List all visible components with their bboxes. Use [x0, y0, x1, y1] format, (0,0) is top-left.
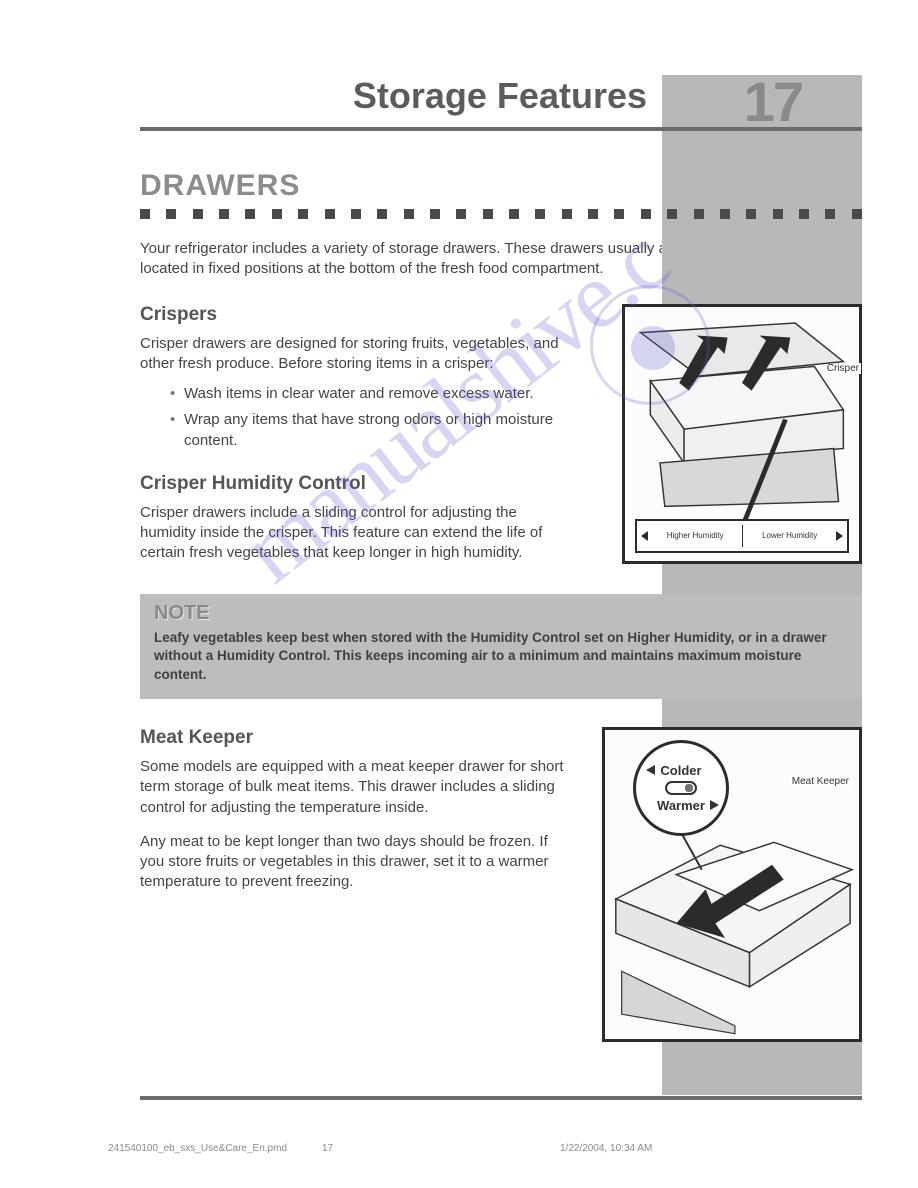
meat-block: Meat Keeper Some models are equipped wit…	[140, 727, 862, 1047]
dot-icon	[219, 209, 229, 219]
divider-icon	[742, 525, 743, 547]
dot-icon	[509, 209, 519, 219]
list-item: Wash items in clear water and remove exc…	[170, 384, 570, 404]
footer-pagenum: 17	[322, 1143, 333, 1154]
note-title: NOTE	[154, 602, 848, 625]
dot-icon	[746, 209, 756, 219]
dot-icon	[588, 209, 598, 219]
dot-icon	[404, 209, 414, 219]
footer-rule	[140, 1096, 862, 1100]
dot-icon	[140, 209, 150, 219]
meat-body-2: Any meat to be kept longer than two days…	[140, 832, 570, 893]
crispers-body: Crisper drawers are designed for storing…	[140, 334, 570, 375]
crispers-bullets: Wash items in clear water and remove exc…	[170, 384, 570, 451]
dot-icon	[483, 209, 493, 219]
meat-figure: Colder Warmer Meat Keeper	[602, 727, 862, 1042]
dot-icon	[325, 209, 335, 219]
dot-icon	[298, 209, 308, 219]
intro-paragraph: Your refrigerator includes a variety of …	[140, 239, 718, 280]
arrow-right-icon	[836, 531, 843, 541]
dot-icon	[193, 209, 203, 219]
dot-icon	[852, 209, 862, 219]
list-item: Wrap any items that have strong odors or…	[170, 410, 570, 451]
dot-icon	[272, 209, 282, 219]
humidity-right-label: Lower Humidity	[762, 531, 817, 540]
dot-icon	[614, 209, 624, 219]
dot-icon	[535, 209, 545, 219]
footer-filename: 241540100_eb_sxs_Use&Care_En.pmd	[108, 1143, 287, 1154]
dot-icon	[166, 209, 176, 219]
humidity-body: Crisper drawers include a sliding contro…	[140, 503, 570, 564]
humidity-control-panel: Higher Humidity Lower Humidity	[635, 519, 849, 553]
arrow-left-icon	[641, 531, 648, 541]
note-text: Leafy vegetables keep best when stored w…	[154, 629, 848, 686]
page-number: 17	[744, 69, 802, 134]
meat-body-1: Some models are equipped with a meat kee…	[140, 757, 570, 818]
dot-icon	[430, 209, 440, 219]
dot-icon	[799, 209, 809, 219]
dot-icon	[456, 209, 466, 219]
dot-icon	[245, 209, 255, 219]
header-rule	[140, 127, 862, 131]
humidity-left-label: Higher Humidity	[667, 531, 724, 540]
dot-icon	[773, 209, 783, 219]
page-header: Storage Features 17	[140, 75, 862, 117]
crispers-block: Crispers Crisper drawers are designed fo…	[140, 304, 862, 574]
dot-icon	[641, 209, 651, 219]
dot-icon	[694, 209, 704, 219]
note-box: NOTE Leafy vegetables keep best when sto…	[140, 594, 862, 700]
dot-icon	[720, 209, 730, 219]
dot-icon	[562, 209, 572, 219]
manual-page: Storage Features 17 DRAWERS Your refrige…	[0, 0, 918, 1188]
crisper-figure: Crisper Higher Humidity Lowe	[622, 304, 862, 564]
meat-drawing-icon	[608, 733, 856, 1036]
dot-icon	[351, 209, 361, 219]
dot-icon	[377, 209, 387, 219]
dot-icon	[667, 209, 677, 219]
dotted-divider	[140, 209, 862, 219]
footer-timestamp: 1/22/2004, 10:34 AM	[560, 1143, 652, 1154]
dot-icon	[825, 209, 835, 219]
